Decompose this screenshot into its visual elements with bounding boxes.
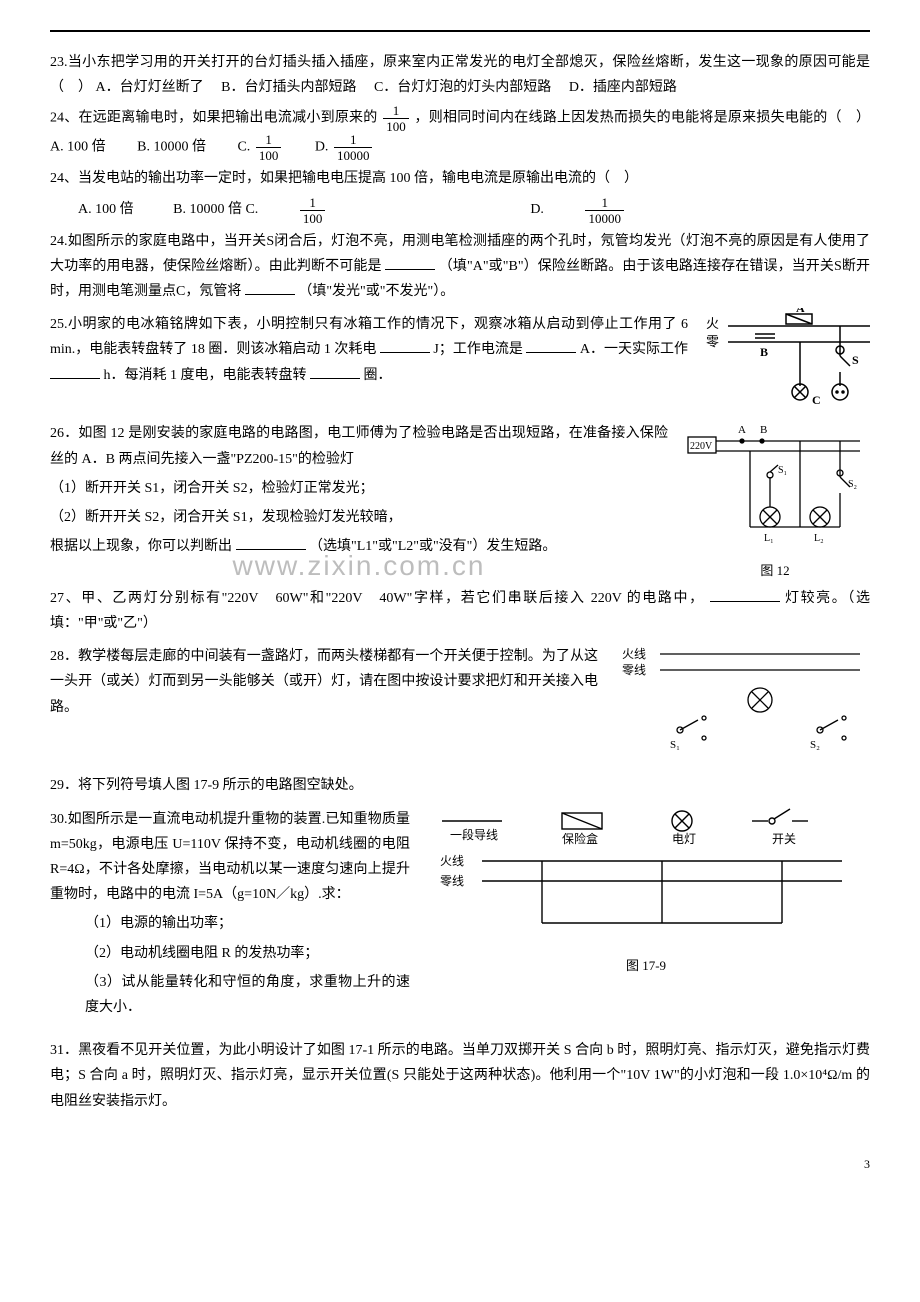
q25-row: 25.小明家的电冰箱铭牌如下表，小明控制只有冰箱工作的情况下，观察冰箱从启动到停…	[50, 308, 870, 417]
q24a-frac1: 1 100	[383, 104, 409, 133]
circuit-q26-icon: A B 220V S₁ S₂ L₁ L₂	[680, 417, 870, 547]
lbl-S2: S₂	[810, 739, 820, 751]
q26-cap: 图 12	[680, 559, 870, 582]
q25-b3	[50, 364, 100, 379]
q30-figure: 一段导线 保险盒 电灯 开关 火线 零线 图 17-9	[422, 803, 870, 978]
q24a-optC-frac: 1 100	[256, 133, 282, 162]
q25-b2	[526, 338, 576, 353]
q26-l4b: （选填"L1"或"L2"或"没有"）发生短路。	[309, 539, 556, 554]
q25-figure: 火 零 A B S C	[700, 308, 870, 417]
q26-blank	[236, 535, 306, 550]
q25-u2: A．一天实际工作	[580, 342, 688, 357]
q25-b1	[380, 338, 430, 353]
q24b-optB-pre: B. 10000 倍 C.	[173, 202, 262, 217]
q24c: 24.如图所示的家庭电路中，当开关S闭合后，灯泡不亮，用测电笔检测插座的两个孔时…	[50, 229, 870, 305]
q23-optA: A．台灯灯丝断了	[96, 80, 204, 95]
q30-row: 30.如图所示是一直流电动机提升重物的装置.已知重物质量 m=50kg，电源电压…	[50, 803, 870, 1025]
lblS2: S₂	[848, 479, 857, 490]
q24a-optA: A. 100 倍	[50, 140, 106, 155]
q26-row: 26．如图 12 是刚安装的家庭电路的电路图，电工师傅为了检验电路是否出现短路，…	[50, 417, 870, 582]
lblV: 220V	[690, 441, 713, 452]
q26-l4a: 根据以上现象，你可以判断出	[50, 539, 232, 554]
q24a-pre: 24、在远距离输电时，如果把输出电流减小到原来的	[50, 111, 378, 126]
q28-row: 28．教学楼每层走廊的中间装有一盏路灯，而两头楼梯都有一个开关便于控制。为了从这…	[50, 640, 870, 769]
q24b: 24、当发电站的输出功率一定时，如果把输电电压提高 100 倍，输电电流是原输出…	[50, 166, 870, 191]
q24b-optD-pre: D.	[530, 202, 547, 217]
q24a-optD-pre: D.	[315, 140, 332, 155]
q23-optD: D．插座内部短路	[569, 80, 677, 95]
lblL2: L₂	[814, 533, 824, 544]
q28-l1: 28．教学楼每层走廊的中间装有一盏路灯，而两头楼梯都有一个开关便于控制。为了从这…	[50, 644, 598, 720]
label-S: S	[852, 353, 859, 367]
q29: 29．将下列符号填人图 17-9 所示的电路图空缺处。	[50, 773, 870, 798]
q24b-opts: A. 100 倍 B. 10000 倍 C. 1 100 D. 1 10000	[78, 196, 870, 225]
q24b-optA: A. 100 倍	[78, 202, 134, 217]
label-C: C	[812, 393, 821, 407]
q24c-l1c: （填"发光"或"不发光"）。	[298, 284, 454, 299]
lbl-zero: 零线	[622, 663, 646, 677]
q26-l4: 根据以上现象，你可以判断出 （选填"L1"或"L2"或"没有"）发生短路。	[50, 534, 668, 559]
q24a-mid: ，则相同时间内在线路上因发热而损失的电能将是原来损失电能的（ ）	[415, 111, 870, 126]
lbl-wire: 一段导线	[450, 827, 498, 842]
lblS1: S₁	[778, 465, 787, 476]
q31: 31．黑夜看不见开关位置，为此小明设计了如图 17-1 所示的电路。当单刀双掷开…	[50, 1038, 870, 1114]
q25-u1: J；工作电流是	[433, 342, 522, 357]
page-number: 3	[50, 1154, 870, 1176]
lblL1: L₁	[764, 533, 774, 544]
q24a-optB: B. 10000 倍	[137, 140, 206, 155]
label-A: A	[796, 308, 805, 315]
lblA: A	[738, 424, 746, 436]
q28-figure: 火线 零线 S₁ S₂	[610, 640, 870, 769]
q27-l1: 27、甲、乙两灯分别标有"220V 60W"和"220V 40W"字样，若它们串…	[50, 591, 705, 606]
q24b-optC-frac: 1 100	[300, 196, 362, 225]
page-top-rule	[50, 30, 870, 32]
q27: 27、甲、乙两灯分别标有"220V 60W"和"220V 40W"字样，若它们串…	[50, 586, 870, 636]
q26-l2: （1）断开开关 S1，闭合开关 S2，检验灯正常发光；	[50, 476, 668, 501]
q30-l1: 30.如图所示是一直流电动机提升重物的装置.已知重物质量 m=50kg，电源电压…	[50, 807, 410, 908]
q30-s2: （2）电动机线圈电阻 R 的发热功率；	[50, 941, 410, 966]
lbl-fuse: 保险盒	[562, 831, 598, 846]
q24a-optD-frac: 1 10000	[334, 133, 373, 162]
q26-l3: （2）断开开关 S2，闭合开关 S1，发现检验灯发光较暗，	[50, 505, 668, 530]
q23-optC: C．台灯灯泡的灯头内部短路	[374, 80, 551, 95]
q25-u3: h．每消耗 1 度电，电能表转盘转	[104, 368, 307, 383]
q23: 23.当小东把学习用的开关打开的台灯插头插入插座，原来室内正常发光的电灯全部熄灭…	[50, 50, 870, 100]
q24b-optD-frac: 1 10000	[585, 196, 660, 225]
q30-s3: （3）试从能量转化和守恒的角度，求重物上升的速度大小．	[50, 970, 410, 1020]
q30-s1: （1）电源的输出功率；	[50, 911, 410, 936]
q24c-blank2	[245, 280, 295, 295]
lblB: B	[760, 424, 767, 436]
q24a: 24、在远距离输电时，如果把输出电流减小到原来的 1 100 ，则相同时间内在线…	[50, 104, 870, 162]
q25-u4: 圈．	[364, 368, 392, 383]
lbl-S1: S₁	[670, 739, 680, 751]
label-B: B	[760, 345, 768, 359]
q25-b4	[310, 364, 360, 379]
label-zero: 零	[706, 334, 719, 349]
q23-optB: B．台灯插头内部短路	[221, 80, 356, 95]
circuit-q30-icon: 一段导线 保险盒 电灯 开关 火线 零线	[422, 803, 852, 943]
q30-cap: 图 17-9	[422, 954, 870, 977]
q25: 25.小明家的电冰箱铭牌如下表，小明控制只有冰箱工作的情况下，观察冰箱从启动到停…	[50, 312, 688, 388]
lbl-sw: 开关	[772, 832, 796, 846]
q24b-text: 24、当发电站的输出功率一定时，如果把输电电压提高 100 倍，输电电流是原输出…	[50, 171, 638, 186]
q26-l1: 26．如图 12 是刚安装的家庭电路的电路图，电工师傅为了检验电路是否出现短路，…	[50, 421, 668, 471]
q24a-optC-pre: C.	[237, 140, 253, 155]
circuit-q28-icon: 火线 零线 S₁ S₂	[610, 640, 870, 760]
q27-blank	[710, 587, 780, 602]
lbl-fire2: 火线	[440, 854, 464, 868]
label-fire: 火	[706, 316, 719, 331]
q24c-blank1	[385, 255, 435, 270]
circuit-q25-icon: 火 零 A B S C	[700, 308, 870, 408]
q26-figure: A B 220V S₁ S₂ L₁ L₂ 图 12	[680, 417, 870, 582]
lbl-zero2: 零线	[440, 874, 464, 888]
lbl-lamp: 电灯	[672, 832, 696, 846]
lbl-fire: 火线	[622, 647, 646, 661]
